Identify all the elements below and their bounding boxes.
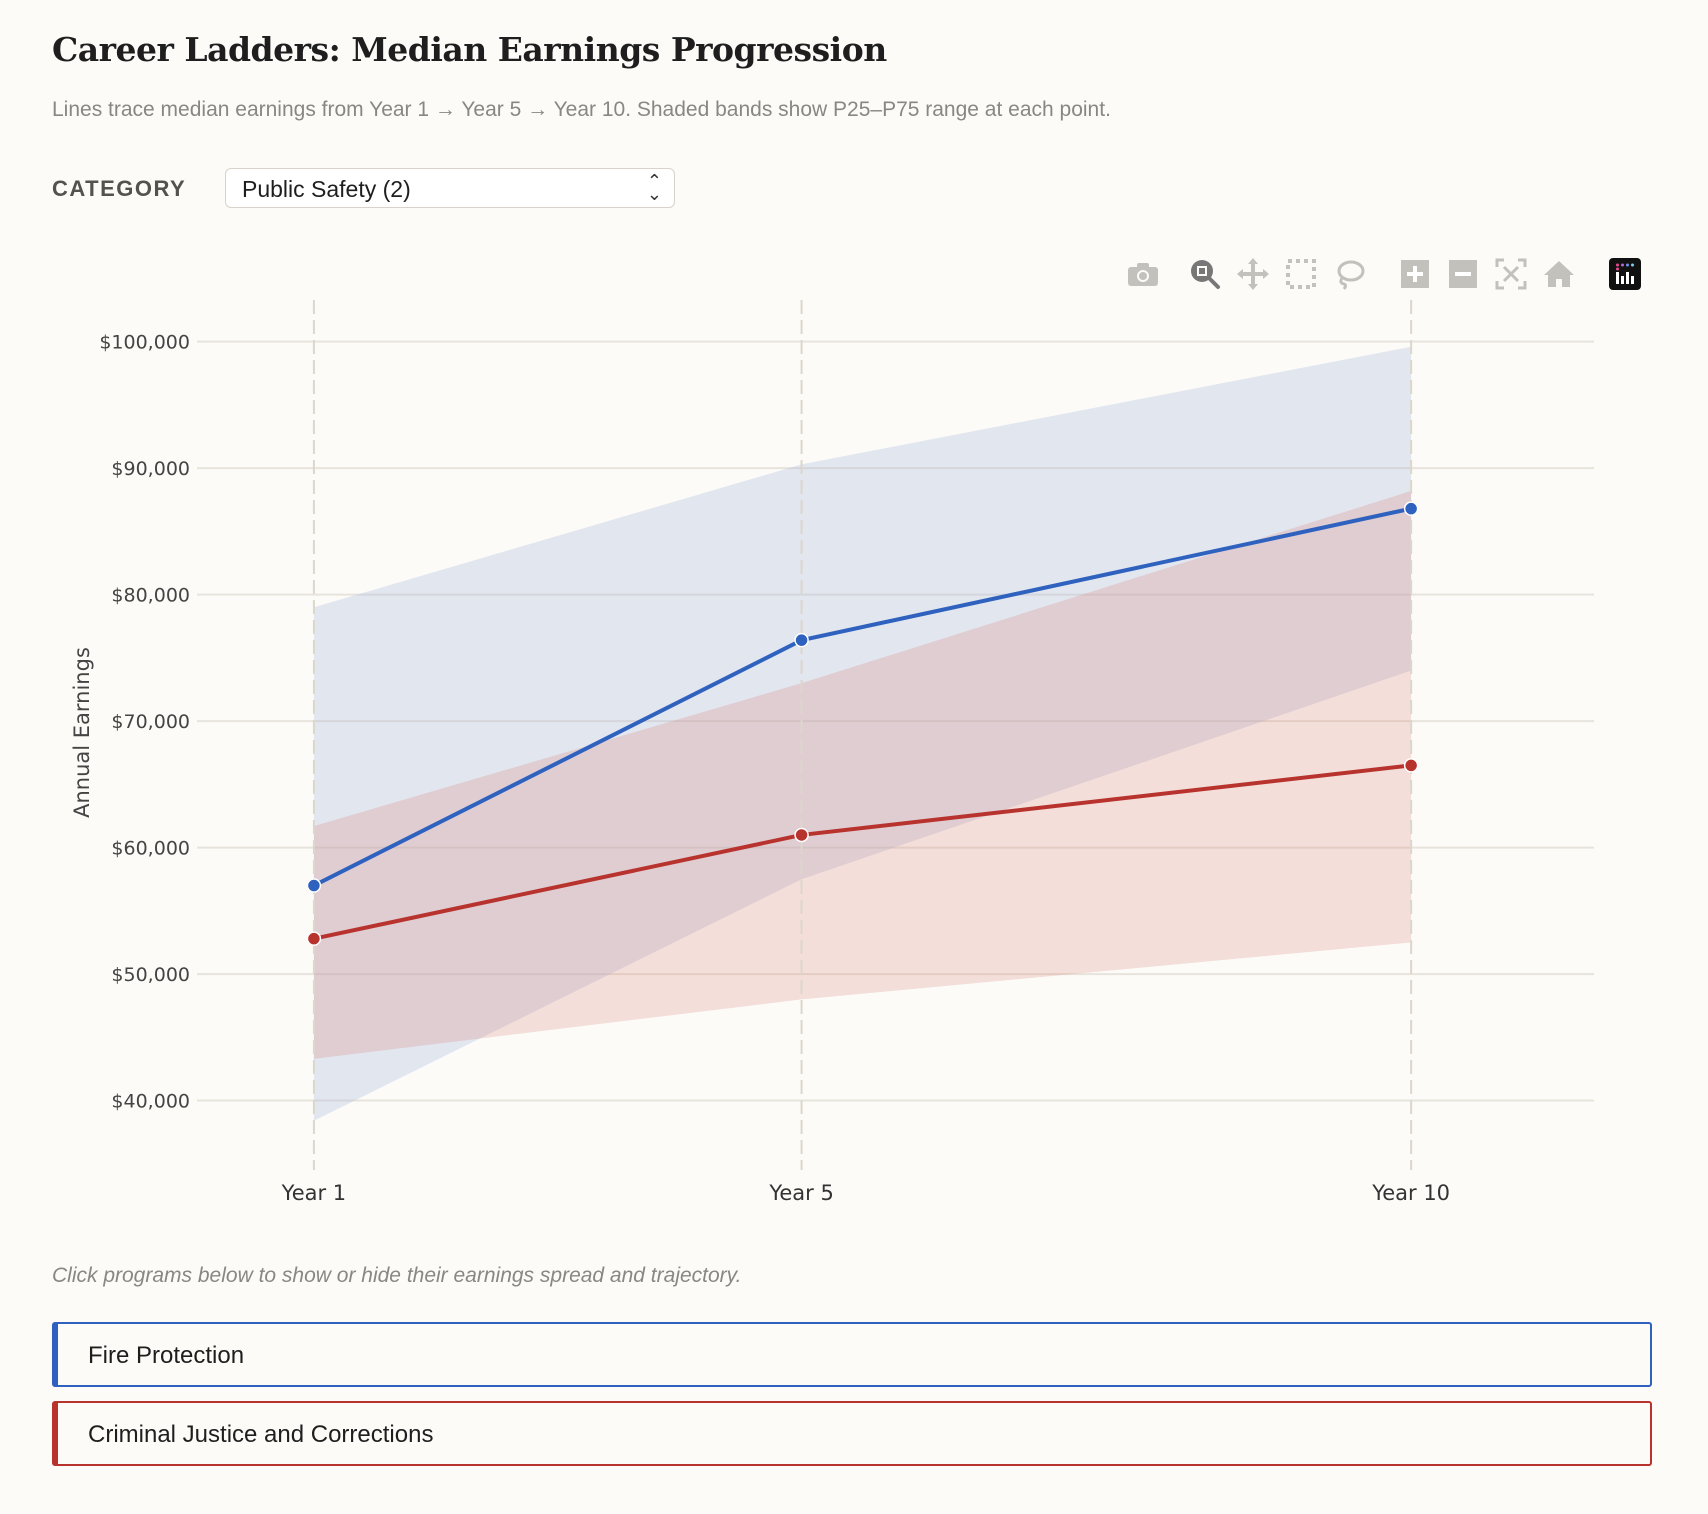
earnings-chart[interactable]: $40,000 $50,000 $60,000 $70,000 $80,000 $90,0… (0, 290, 1708, 1210)
y-tick-label: $40,000 (111, 1091, 190, 1113)
instruction-note: Click programs below to show or hide the… (52, 1264, 742, 1287)
category-select-value: Public Safety (2) (242, 176, 411, 202)
category-select[interactable]: Public Safety (2) ⌃ ⌄ (225, 168, 675, 208)
y-tick-label: $70,000 (111, 711, 190, 733)
y-tick-label: $60,000 (111, 838, 190, 860)
page-title: Career Ladders: Median Earnings Progress… (52, 30, 887, 69)
autoscale-icon[interactable] (1493, 256, 1529, 292)
reset-axes-icon[interactable] (1541, 256, 1577, 292)
box-select-icon[interactable] (1283, 256, 1319, 292)
y-tick-label: $100,000 (99, 332, 190, 354)
page-subtitle: Lines trace median earnings from Year 1 … (52, 98, 1111, 121)
median-point (306, 878, 322, 893)
median-point (1403, 501, 1419, 516)
zoom-icon[interactable] (1187, 256, 1223, 292)
x-tick-label: Year 10 (1371, 1181, 1450, 1205)
camera-icon[interactable] (1125, 256, 1161, 292)
x-tick-label: Year 5 (768, 1181, 834, 1205)
zoom-in-icon[interactable] (1397, 256, 1433, 292)
chevron-updown-icon: ⌃ ⌄ (646, 171, 662, 204)
plotly-logo-icon[interactable] (1607, 256, 1643, 292)
median-point (794, 632, 809, 648)
y-tick-label: $90,000 (111, 458, 190, 480)
median-point (1403, 758, 1419, 773)
p25-p75-band (313, 346, 1412, 1121)
pan-icon[interactable] (1235, 256, 1271, 292)
category-label: CATEGORY (52, 176, 187, 201)
lasso-select-icon[interactable] (1331, 256, 1367, 292)
program-name: Criminal Justice and Corrections (88, 1421, 434, 1448)
program-toggle-fire-protection[interactable]: Fire Protection (52, 1322, 1652, 1387)
y-tick-label: $50,000 (111, 964, 190, 986)
y-tick-label: $80,000 (111, 585, 190, 607)
y-axis-label: Annual Earnings (70, 647, 94, 818)
program-toggle-criminal-justice[interactable]: Criminal Justice and Corrections (52, 1401, 1652, 1466)
median-point (794, 827, 809, 843)
zoom-out-icon[interactable] (1445, 256, 1481, 292)
program-name: Fire Protection (88, 1342, 245, 1369)
median-point (306, 931, 322, 946)
p25-p75-band (313, 490, 1412, 1059)
x-tick-label: Year 1 (281, 1181, 347, 1205)
